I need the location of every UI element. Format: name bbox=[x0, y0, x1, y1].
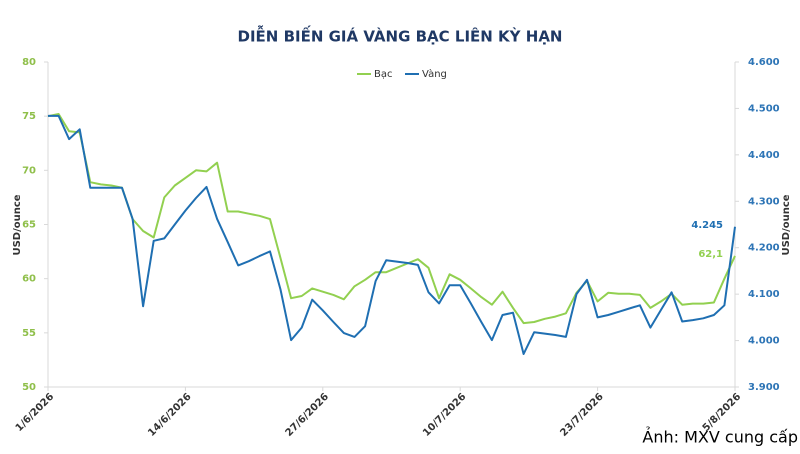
caption: Ảnh: MXV cung cấp bbox=[642, 427, 798, 447]
x-tick-label: 27/6/2026 bbox=[284, 391, 331, 438]
legend-label: Bạc bbox=[374, 69, 393, 80]
x-tick-label: 1/6/2026 bbox=[14, 391, 56, 433]
y-tick-label: 50 bbox=[22, 382, 36, 393]
y2-tick-label: 4.100 bbox=[748, 289, 780, 300]
y-tick-label: 75 bbox=[22, 111, 36, 122]
value-label: 62,1 bbox=[698, 249, 723, 260]
y-tick-label: 70 bbox=[22, 165, 36, 176]
y2-tick-label: 4.500 bbox=[748, 103, 780, 114]
y2-tick-label: 4.300 bbox=[748, 196, 780, 207]
y-axis-title: USD/ounce bbox=[12, 194, 23, 255]
legend-label: Vàng bbox=[422, 68, 447, 80]
series-line bbox=[47, 113, 736, 325]
chart-title: DIỄN BIẾN GIÁ VÀNG BẠC LIÊN KỲ HẠN bbox=[238, 25, 563, 46]
value-label: 4.245 bbox=[691, 220, 723, 231]
y2-tick-label: 4.600 bbox=[748, 57, 780, 68]
y-tick-label: 65 bbox=[22, 220, 36, 231]
x-tick-label: 14/6/2026 bbox=[146, 391, 193, 438]
x-tick-label: 10/7/2026 bbox=[421, 391, 468, 438]
x-tick-label: 23/7/2026 bbox=[558, 391, 605, 438]
y-tick-label: 80 bbox=[22, 57, 36, 68]
y2-tick-label: 3.900 bbox=[748, 382, 780, 393]
y-tick-label: 55 bbox=[22, 328, 36, 339]
series-line bbox=[48, 114, 736, 355]
y2-tick-label: 4.200 bbox=[748, 243, 780, 254]
y2-tick-label: 4.400 bbox=[748, 150, 780, 161]
y-tick-label: 60 bbox=[22, 274, 36, 285]
y2-tick-label: 4.000 bbox=[748, 336, 780, 347]
y2-axis-title: USD/ounce bbox=[781, 194, 792, 255]
